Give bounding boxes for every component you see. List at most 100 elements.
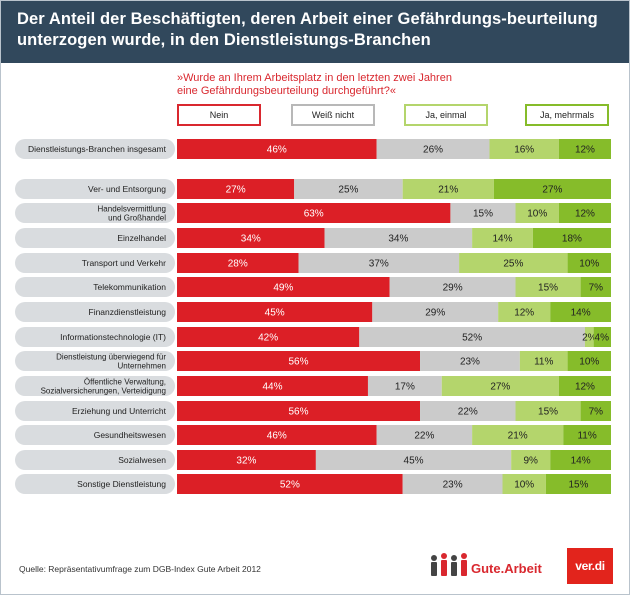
- bar-value-label: 10%: [579, 357, 599, 368]
- bar-value-label: 15%: [473, 209, 493, 220]
- category-label: Dienstleistungs-Branchen insgesamt: [28, 144, 167, 154]
- bar-segment: [550, 450, 611, 470]
- bar-segment: [580, 401, 611, 421]
- bar-segment: [402, 179, 494, 199]
- category-label: und Großhandel: [108, 214, 166, 223]
- bar-value-label: 23%: [460, 357, 480, 368]
- bar-segment: [493, 179, 611, 199]
- verdi-wordmark: ver.di: [575, 559, 605, 573]
- bar-segment: [558, 203, 611, 223]
- bar-segment: [420, 401, 516, 421]
- category-label-bg: [15, 179, 175, 199]
- bar-segment: [550, 302, 611, 322]
- bar-segment: [315, 450, 512, 470]
- bar-value-label: 10%: [514, 480, 534, 491]
- source-note: Quelle: Repräsentativumfrage zum DGB-Ind…: [19, 564, 261, 574]
- bar-value-label: 16%: [514, 145, 534, 156]
- bar-segment: [177, 327, 360, 347]
- bar-value-label: 27%: [542, 185, 562, 196]
- verdi-logo: ver.di: [567, 548, 613, 584]
- bar-segment: [519, 351, 568, 371]
- people-icon: [431, 553, 467, 576]
- bar-segment: [177, 450, 316, 470]
- legend-weiss-nicht: Weiß nicht: [291, 104, 375, 126]
- bar-value-label: 49%: [273, 283, 293, 294]
- bar-segment: [376, 425, 473, 445]
- bar-value-label: 34%: [388, 234, 408, 245]
- category-label: Unternehmen: [118, 362, 166, 371]
- bar-segment: [515, 277, 581, 297]
- bar-value-label: 32%: [236, 456, 256, 467]
- title-banner: Der Anteil der Beschäftigten, deren Arbe…: [1, 1, 629, 63]
- bar-segment: [177, 179, 295, 199]
- bar-value-label: 15%: [538, 407, 558, 418]
- category-label-bg: [15, 376, 175, 396]
- bar-value-label: 10%: [527, 209, 547, 220]
- bar-segment: [177, 277, 390, 297]
- bar-segment: [389, 277, 516, 297]
- bar-value-label: 63%: [304, 209, 324, 220]
- category-label: Telekommunikation: [93, 282, 166, 292]
- bar-value-label: 25%: [338, 185, 358, 196]
- bar-segment: [376, 139, 490, 159]
- bar-segment: [489, 139, 559, 159]
- category-label: Öffentliche Verwaltung,: [84, 378, 166, 387]
- bar-value-label: 17%: [395, 382, 415, 393]
- bar-value-label: 27%: [226, 185, 246, 196]
- bar-segment: [511, 450, 551, 470]
- category-label: Handelsvermittlung: [98, 205, 166, 214]
- category-label-bg: [15, 228, 175, 248]
- bar-value-label: 22%: [414, 431, 434, 442]
- category-label: Dienstleistung überwiegend für: [56, 353, 166, 362]
- category-label: Informationstechnologie (IT): [60, 332, 166, 342]
- gute-arbeit-wordmark: Gute.Arbeit: [471, 561, 542, 576]
- bar-value-label: 14%: [571, 308, 591, 319]
- stacked-bar-chart: Dienstleistungs-Branchen insgesamt 46% 26%…: [15, 139, 611, 494]
- bar-segment: [593, 327, 611, 347]
- bar-segment: [177, 474, 403, 494]
- bar-segment: [567, 253, 611, 273]
- bar-value-label: 44%: [262, 382, 282, 393]
- category-label-bg: [15, 401, 175, 421]
- bar-value-label: 12%: [514, 308, 534, 319]
- category-label: Sozialversicherungen, Verteidigung: [41, 387, 166, 396]
- category-label-bg: [15, 277, 175, 297]
- bar-value-label: 37%: [369, 259, 389, 270]
- bar-segment: [558, 376, 611, 396]
- bar-value-label: 25%: [503, 259, 523, 270]
- bar-segment: [402, 474, 503, 494]
- bar-segment: [515, 401, 581, 421]
- bar-value-label: 7%: [589, 407, 604, 418]
- category-label: Ver- und Entsorgung: [88, 184, 166, 194]
- survey-question: »Wurde an Ihrem Arbeitsplatz in den letz…: [177, 72, 452, 97]
- bar-value-label: 52%: [280, 480, 300, 491]
- category-label: Finanzdienstleistung: [89, 307, 167, 317]
- bar-segment: [298, 253, 460, 273]
- bar-segment: [359, 327, 585, 347]
- category-label-bg: [15, 351, 175, 371]
- legend-ja-mehrmals: Ja, mehrmals: [525, 104, 609, 126]
- category-label-bg: [15, 474, 175, 494]
- bar-value-label: 12%: [575, 145, 595, 156]
- bar-value-label: 28%: [228, 259, 248, 270]
- bar-value-label: 9%: [523, 456, 538, 467]
- bar-value-label: 46%: [267, 431, 287, 442]
- category-label: Erziehung und Unterricht: [72, 406, 167, 416]
- bar-segment: [177, 302, 373, 322]
- bar-value-label: 29%: [443, 283, 463, 294]
- bar-value-label: 22%: [458, 407, 478, 418]
- bar-segment: [498, 302, 551, 322]
- bar-value-label: 11%: [577, 431, 596, 442]
- category-label-bg: [15, 203, 175, 223]
- category-label: Gesundheitswesen: [94, 430, 167, 440]
- bar-value-label: 18%: [562, 234, 582, 245]
- category-label-bg: [15, 425, 175, 445]
- bar-value-label: 15%: [568, 480, 588, 491]
- bar-segment: [177, 351, 421, 371]
- bar-segment: [472, 228, 533, 248]
- category-label: Einzelhandel: [117, 233, 166, 243]
- bar-segment: [472, 425, 564, 445]
- bar-segment: [515, 203, 559, 223]
- bar-segment: [177, 228, 325, 248]
